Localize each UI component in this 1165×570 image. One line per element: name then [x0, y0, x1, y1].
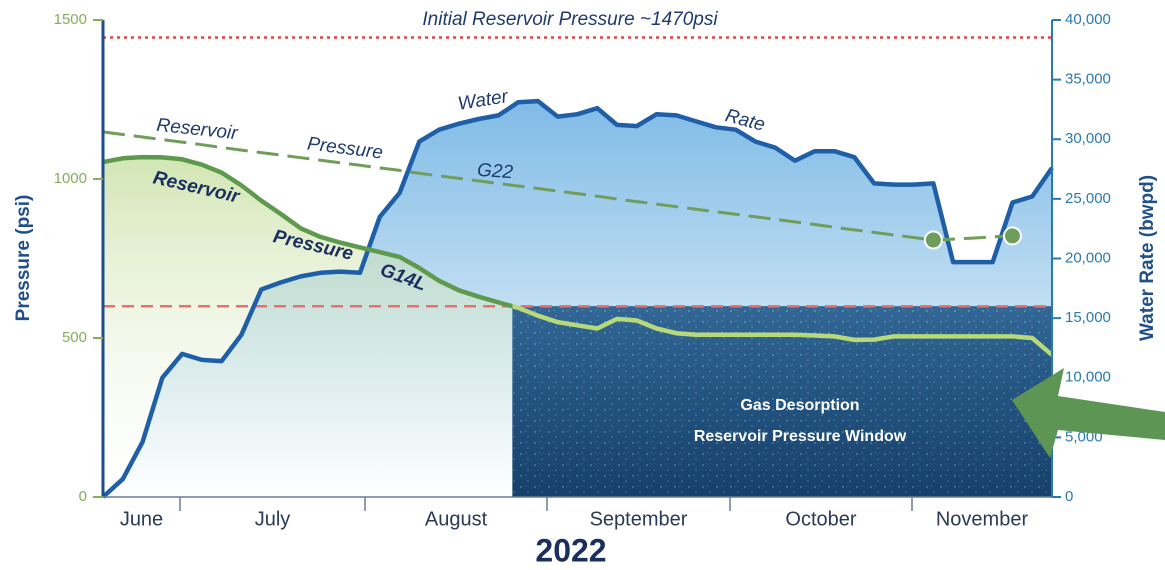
y2-tick-label: 0	[1065, 488, 1073, 505]
window-label: Reservoir Pressure Window	[694, 428, 907, 445]
y2-tick-label: 10,000	[1065, 369, 1111, 386]
window-label: Gas Desorption	[740, 397, 859, 414]
y2-tick-label: 35,000	[1065, 71, 1111, 88]
annotation: Pressure	[306, 133, 384, 163]
marker	[925, 232, 942, 249]
annotation: G22	[476, 160, 514, 183]
x-tick-label: August	[425, 508, 488, 530]
y2-tick-label: 20,000	[1065, 249, 1111, 266]
y2-tick-label: 40,000	[1065, 11, 1111, 28]
y2-axis-label: Water Rate (bwpd)	[1137, 175, 1158, 341]
y-tick-label: 0	[79, 488, 87, 505]
x-tick-label: November	[936, 508, 1029, 530]
y-tick-label: 1500	[54, 11, 87, 28]
x-tick-label: July	[255, 508, 291, 530]
y2-tick-label: 15,000	[1065, 309, 1111, 326]
x-tick-label: October	[785, 508, 856, 530]
y2-tick-label: 25,000	[1065, 190, 1111, 207]
x-tick-label: September	[590, 508, 688, 530]
chart: 05001000150005,00010,00015,00020,00025,0…	[0, 0, 1165, 570]
marker	[1004, 227, 1021, 244]
x-tick-label: June	[120, 508, 163, 530]
y2-tick-label: 30,000	[1065, 130, 1111, 147]
x-axis-label: 2022	[535, 532, 606, 568]
y-tick-label: 1000	[54, 170, 87, 187]
y-axis-label: Pressure (psi)	[13, 195, 34, 322]
annotation: Initial Reservoir Pressure ~1470psi	[422, 9, 718, 30]
y-tick-label: 500	[62, 329, 87, 346]
